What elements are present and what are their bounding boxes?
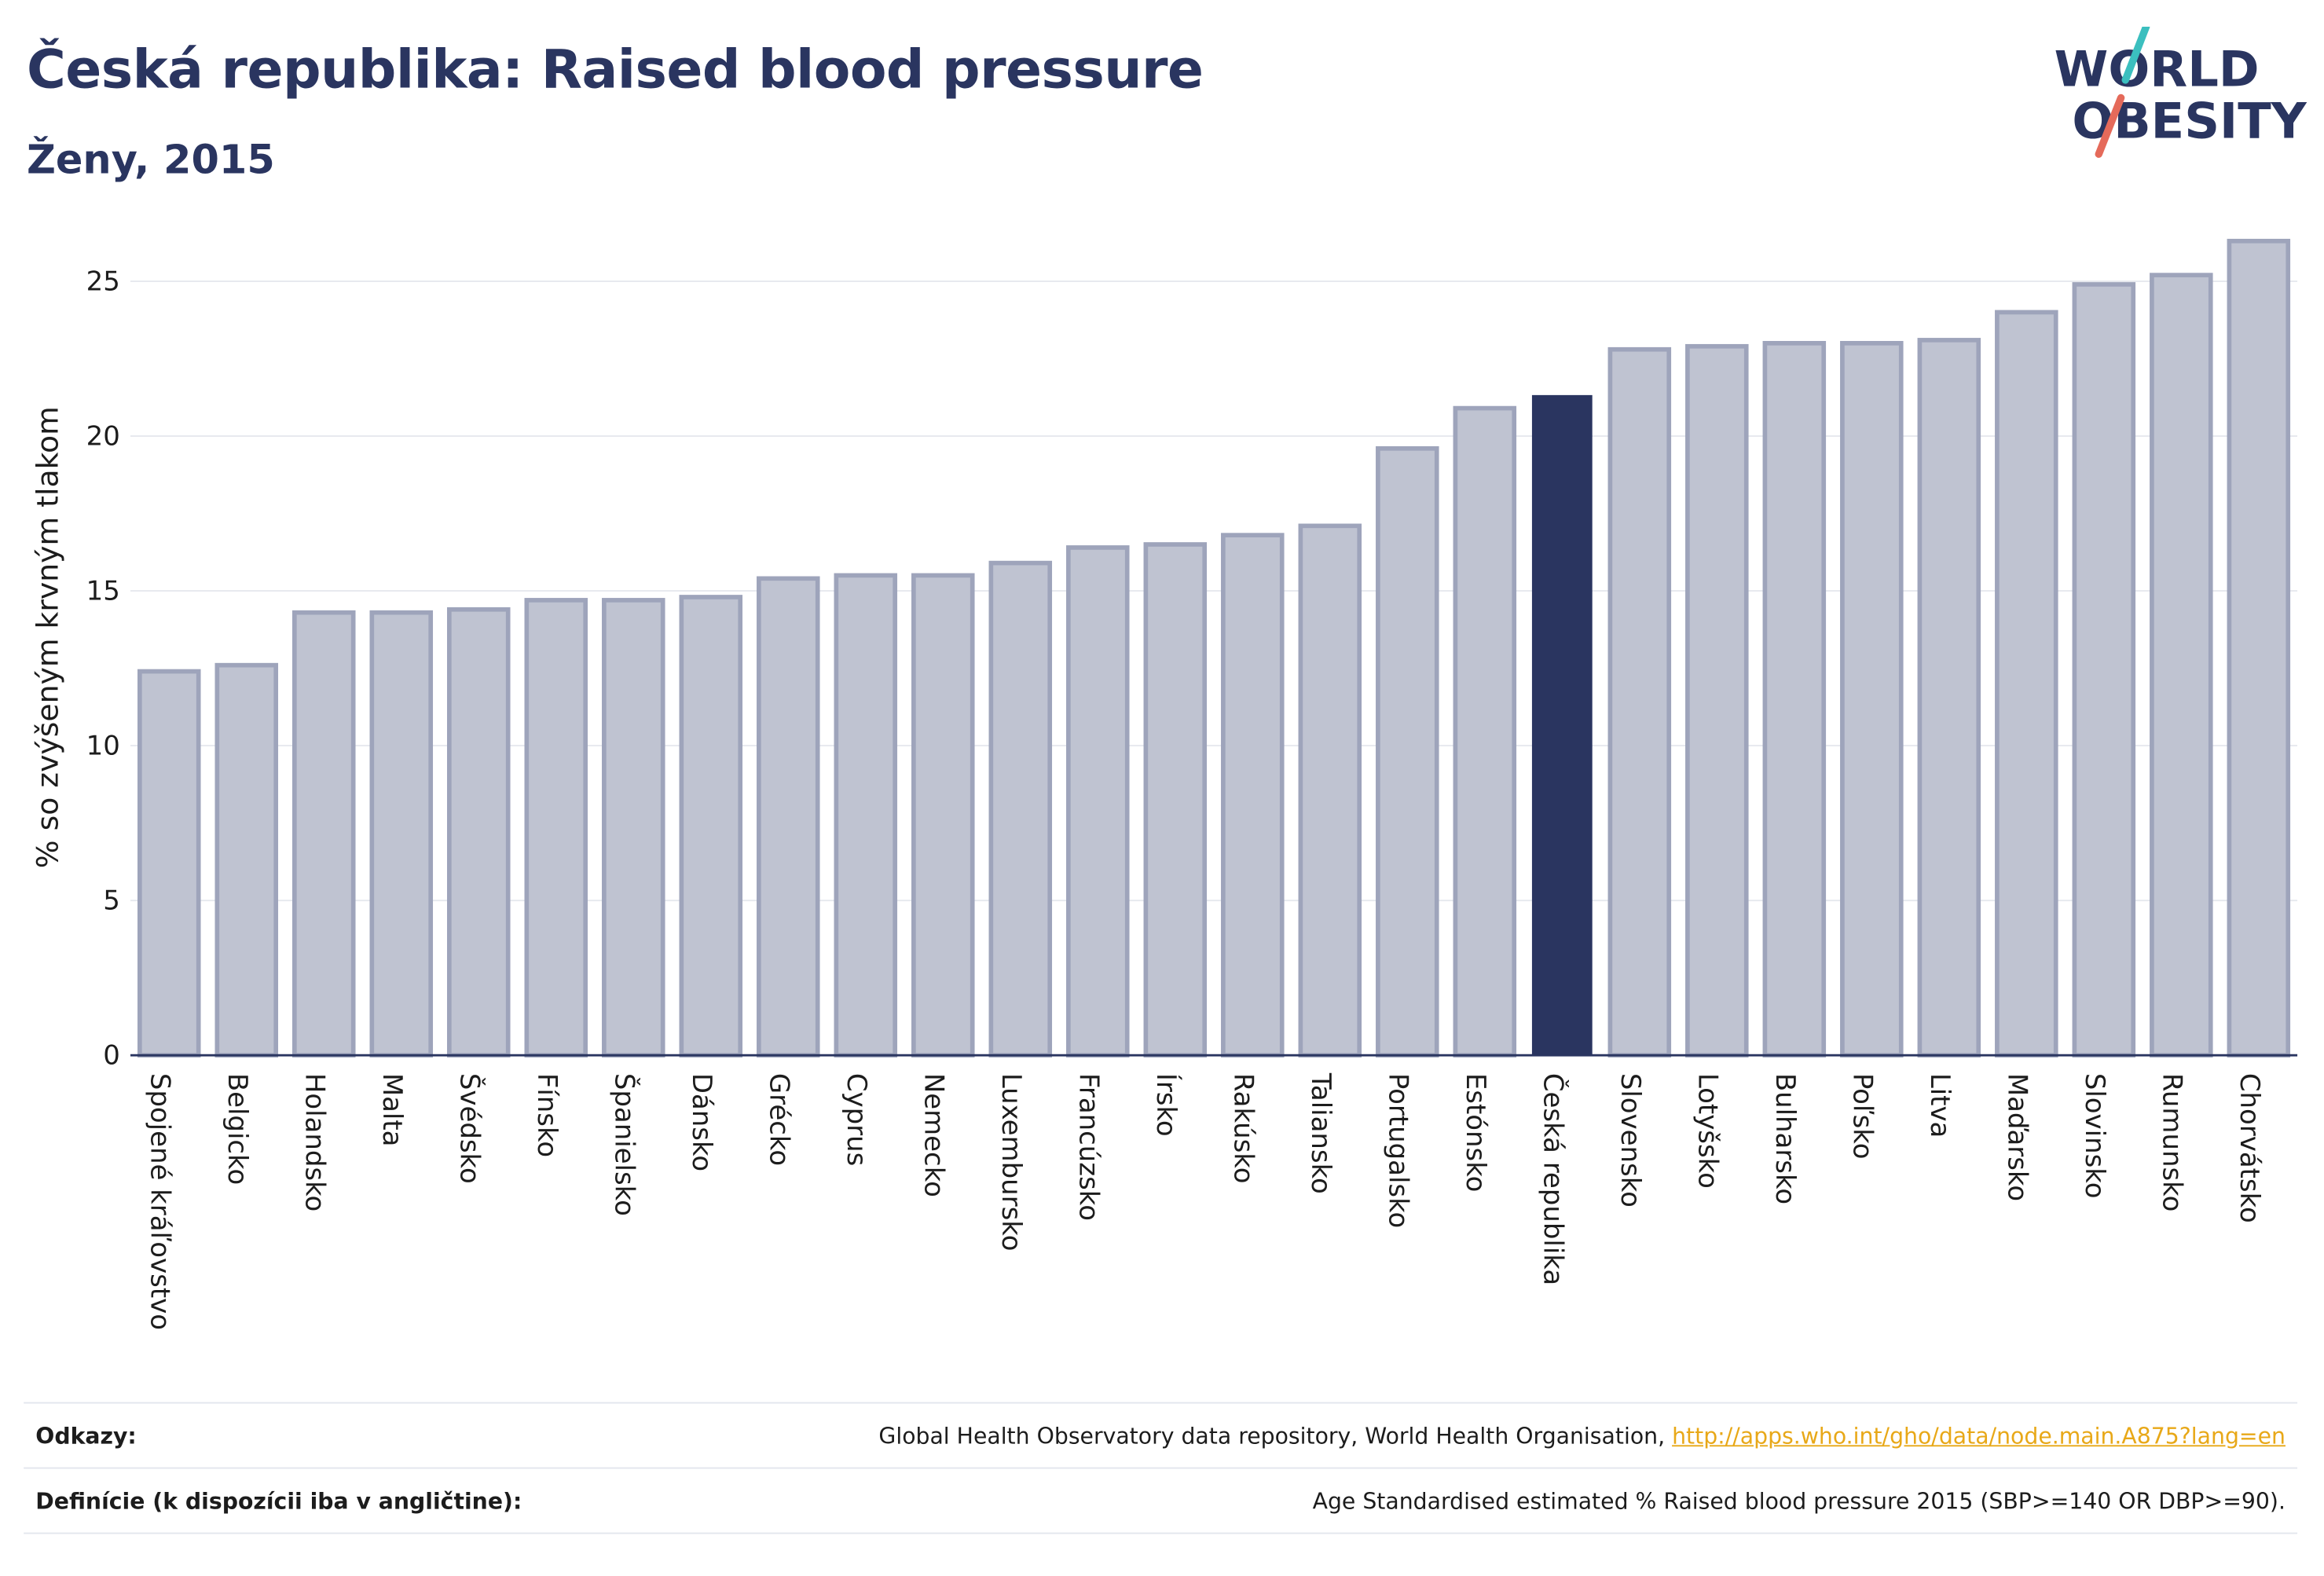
bar-22[interactable] <box>1840 340 1904 1058</box>
x-tick-label: Lotyšsko <box>1692 1073 1724 1189</box>
bar-21[interactable] <box>1762 340 1827 1058</box>
x-tick-label: Malta <box>376 1073 408 1147</box>
bar-1[interactable] <box>214 662 279 1058</box>
x-tick-label: Poľsko <box>1847 1073 1879 1160</box>
world-obesity-logo: WORLD OBESITY <box>2055 26 2308 158</box>
axes: 0 5 10 15 20 25 Spojené kráľovstvo Belgicko Hola… <box>86 266 2298 1330</box>
y-tick-label: 10 <box>86 730 120 761</box>
bar-chart: 0 5 10 15 20 25 Spojené kráľovstvo Belgicko Hola… <box>31 238 2298 1330</box>
x-tick-label: Spojené kráľovstvo <box>145 1073 176 1330</box>
definitions-text: Age Standardised estimated % Raised bloo… <box>1312 1487 2286 1515</box>
references-label: Odkazy: <box>35 1422 137 1450</box>
footer-references-row: Odkazy: Global Health Observatory data r… <box>24 1402 2298 1468</box>
definitions-label: Definície (k dispozícii iba v angličtine… <box>35 1487 522 1515</box>
x-tick-label: Slovensko <box>1615 1073 1646 1208</box>
bar-11[interactable] <box>988 560 1053 1058</box>
footer-definitions-row: Definície (k dispozícii iba v angličtine… <box>24 1467 2298 1534</box>
references-text: Global Health Observatory data repositor… <box>878 1422 1673 1450</box>
bar-26[interactable] <box>2150 273 2213 1058</box>
x-tick-label: Portugalsko <box>1383 1073 1414 1228</box>
bar-23[interactable] <box>1917 338 1981 1058</box>
bar-13[interactable] <box>1143 542 1208 1058</box>
bar-8[interactable] <box>757 576 820 1058</box>
x-tick-label: Belgicko <box>222 1073 253 1185</box>
x-tick-label: Írsko <box>1150 1073 1182 1137</box>
x-tick-label: Francúzsko <box>1073 1073 1105 1221</box>
references-value: Global Health Observatory data repositor… <box>878 1422 2286 1449</box>
y-tick-label: 0 <box>103 1040 120 1072</box>
x-tick-label: Chorvátsko <box>2234 1073 2265 1223</box>
x-tick-label: Dánsko <box>686 1073 717 1171</box>
bar-15[interactable] <box>1298 523 1362 1058</box>
bar-7[interactable] <box>679 595 743 1058</box>
x-tick-label: Rumunsko <box>2157 1073 2188 1212</box>
bar-14[interactable] <box>1221 533 1285 1058</box>
x-tick-label: Cyprus <box>841 1073 872 1166</box>
x-tick-label: Nemecko <box>918 1073 950 1197</box>
x-tick-label: Luxembursko <box>995 1073 1027 1252</box>
x-tick-label: Španielsko <box>609 1073 641 1216</box>
bar-24[interactable] <box>1995 310 2058 1058</box>
references-link[interactable]: http://apps.who.int/gho/data/node.main.A… <box>1672 1422 2286 1450</box>
x-tick-label: Holandsko <box>299 1073 331 1211</box>
bar-6[interactable] <box>602 598 665 1058</box>
logo-accent-coral <box>2095 93 2125 158</box>
bar-9[interactable] <box>834 573 898 1058</box>
chart-title: Česká republika: Raised blood pressure <box>26 39 1204 101</box>
bar-10[interactable] <box>911 573 975 1058</box>
bar-17[interactable] <box>1453 405 1517 1058</box>
x-tick-label: Slovinsko <box>2079 1073 2110 1199</box>
chart-subtitle: Ženy, 2015 <box>26 137 275 184</box>
bar-3[interactable] <box>369 610 434 1058</box>
x-tick-label: Grécko <box>764 1073 795 1166</box>
x-tick-label: Česká republika <box>1538 1073 1570 1285</box>
x-tick-label: Taliansko <box>1305 1072 1336 1194</box>
bar-20[interactable] <box>1685 343 1749 1058</box>
logo-line1: WORLD <box>2055 40 2260 97</box>
footer: Odkazy: Global Health Observatory data r… <box>24 1402 2298 1534</box>
x-tick-label: Estónsko <box>1460 1073 1491 1193</box>
x-tick-label: Maďarsko <box>2002 1073 2033 1201</box>
y-tick-label: 5 <box>103 885 120 916</box>
x-tick-label: Litva <box>1924 1073 1956 1138</box>
bar-25[interactable] <box>2072 282 2136 1058</box>
y-tick-label: 25 <box>86 266 120 297</box>
logo-accent-teal <box>2121 26 2150 84</box>
bar-0[interactable] <box>137 669 201 1058</box>
bar-19[interactable] <box>1607 346 1672 1058</box>
x-tick-label: Bulharsko <box>1769 1073 1801 1204</box>
bar-18[interactable] <box>1531 394 1593 1057</box>
y-tick-label: 15 <box>86 575 120 607</box>
y-tick-label: 20 <box>86 420 120 452</box>
bar-5[interactable] <box>524 598 588 1058</box>
bar-27[interactable] <box>2227 238 2291 1058</box>
bar-2[interactable] <box>292 610 356 1058</box>
x-tick-label: Rakúsko <box>1228 1073 1259 1184</box>
bars <box>137 238 2291 1058</box>
x-tick-label: Fínsko <box>531 1073 563 1157</box>
y-axis-label: % so zvýšeným krvným tlakom <box>31 406 65 868</box>
bar-4[interactable] <box>447 607 511 1058</box>
bar-12[interactable] <box>1066 545 1130 1058</box>
bar-16[interactable] <box>1376 445 1439 1058</box>
x-tick-label: Švédsko <box>454 1073 486 1184</box>
